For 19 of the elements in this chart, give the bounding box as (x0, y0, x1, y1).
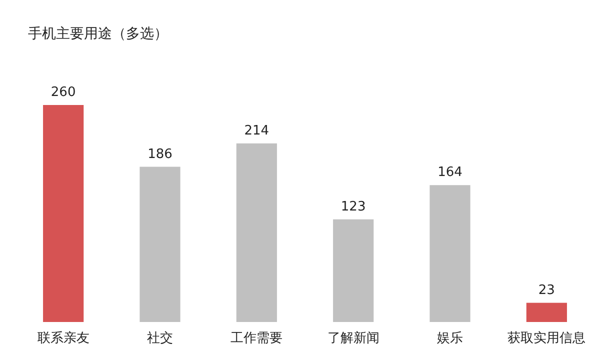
data-label: 164 (438, 165, 462, 180)
x-tick-label: 娱乐 (437, 331, 463, 346)
bar (526, 302, 567, 322)
data-label: 260 (50, 85, 76, 100)
bar (43, 105, 84, 322)
chart-title: 手机主要用途（多选） (28, 26, 168, 42)
data-label: 186 (148, 146, 172, 162)
x-tick-label: 社交 (147, 330, 173, 346)
x-tick-label: 联系亲友 (37, 331, 90, 346)
bar (236, 143, 277, 322)
bar (333, 219, 374, 322)
data-label: 214 (244, 123, 270, 138)
data-label: 123 (340, 199, 366, 214)
bar (430, 185, 470, 322)
x-tick-label: 工作需要 (230, 331, 283, 346)
x-tick-label: 获取实用信息 (508, 331, 586, 346)
x-tick-label: 了解新闻 (327, 331, 380, 346)
data-label: 23 (538, 282, 555, 298)
bar (140, 166, 180, 322)
